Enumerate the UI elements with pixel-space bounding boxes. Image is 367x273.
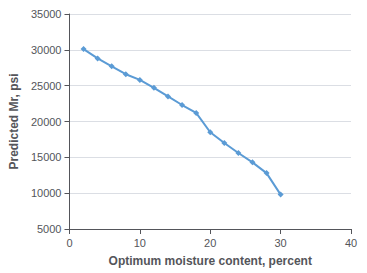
svg-text:35000: 35000 [31, 8, 62, 20]
svg-text:15000: 15000 [31, 151, 62, 163]
svg-text:25000: 25000 [31, 80, 62, 92]
svg-text:30000: 30000 [31, 44, 62, 56]
svg-text:40: 40 [345, 237, 357, 249]
svg-text:0: 0 [66, 237, 72, 249]
svg-text:5000: 5000 [37, 223, 61, 235]
svg-text:10000: 10000 [31, 187, 62, 199]
svg-text:Optimum moisture content, perc: Optimum moisture content, percent [109, 254, 312, 268]
svg-text:20: 20 [204, 237, 216, 249]
svg-text:30: 30 [274, 237, 286, 249]
svg-text:Predicted Mr, psi: Predicted Mr, psi [7, 73, 21, 169]
svg-text:20000: 20000 [31, 116, 62, 128]
svg-text:10: 10 [134, 237, 146, 249]
